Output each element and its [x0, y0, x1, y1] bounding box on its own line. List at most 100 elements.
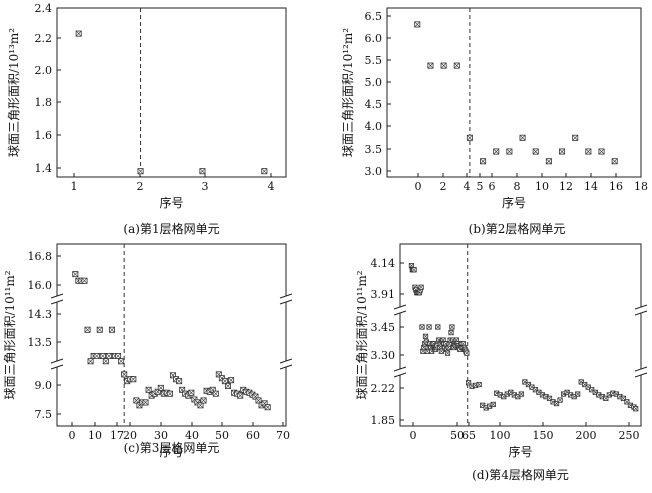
data-point	[87, 358, 94, 365]
data-point	[133, 397, 140, 404]
data-point	[545, 158, 552, 165]
point-cross	[418, 284, 424, 290]
y-tick-label: 5.5	[365, 54, 383, 67]
point-cross	[96, 326, 103, 333]
data-point	[546, 395, 553, 401]
data-point	[96, 326, 103, 333]
point-cross	[480, 158, 486, 165]
data-point	[518, 391, 524, 397]
axis-break-gap	[395, 307, 405, 313]
data-point	[212, 390, 219, 397]
x-tick-label: 200	[576, 429, 597, 442]
data-point	[99, 352, 106, 359]
point-cross	[84, 326, 91, 333]
axis-break-mark	[279, 293, 293, 299]
point-cross	[464, 350, 470, 356]
data-point	[466, 134, 473, 141]
point-cross	[176, 378, 182, 384]
y-tick-label: 2.22	[371, 382, 396, 395]
point-cross	[575, 391, 581, 397]
data-point	[559, 148, 566, 155]
point-cross	[449, 324, 455, 330]
x-tick-label: 40	[185, 429, 199, 442]
data-point	[84, 326, 91, 333]
axis-break-mark	[393, 366, 407, 372]
axis-break-mark	[393, 304, 407, 310]
point-cross	[264, 404, 271, 411]
y-tick-label: 1.8	[35, 96, 53, 109]
point-cross	[225, 383, 231, 389]
y-tick-label: 2.2	[35, 32, 53, 45]
point-cross	[142, 399, 149, 406]
axis-break-gap	[636, 369, 646, 375]
panel-caption: (a)第1层格网单元	[123, 221, 219, 236]
x-tick-label: 2	[137, 180, 144, 193]
x-tick-label: 3	[202, 180, 209, 193]
point-cross	[222, 378, 228, 384]
point-cross	[93, 353, 100, 359]
data-point	[476, 381, 482, 388]
point-cross	[419, 324, 425, 330]
point-cross	[506, 148, 513, 155]
x-axis-label: 序号	[508, 444, 532, 459]
y-tick-label: 14.3	[28, 308, 53, 321]
data-point	[440, 62, 447, 69]
point-cross	[115, 353, 121, 359]
point-cross	[158, 385, 164, 391]
data-point	[200, 397, 207, 404]
x-tick-label: 65	[462, 429, 476, 442]
panel-caption: (b)第2层格网单元	[469, 221, 566, 236]
point-cross	[435, 324, 441, 330]
axis-break-mark	[634, 310, 648, 316]
point-cross	[546, 158, 552, 165]
data-point	[519, 134, 526, 141]
axis-break-mark	[393, 310, 407, 316]
x-tick-label: 30	[154, 429, 168, 442]
x-tick-label: 50	[215, 429, 229, 442]
point-cross	[445, 350, 450, 356]
y-axis-label: 球面三角形面积/10¹²m²	[341, 28, 355, 157]
point-cross	[572, 134, 579, 141]
y-tick-label: 1.4	[35, 162, 53, 175]
point-cross	[255, 397, 262, 404]
y-tick-label: 9.0	[35, 379, 53, 392]
data-point	[166, 390, 173, 397]
data-point	[506, 148, 513, 155]
point-cross	[130, 376, 137, 383]
data-point	[72, 271, 79, 278]
data-point	[427, 62, 434, 69]
data-point	[557, 397, 563, 403]
x-axis-label: 序号	[502, 195, 526, 210]
x-tick-label: 18	[634, 180, 648, 193]
data-point	[611, 158, 618, 165]
data-point	[598, 148, 605, 155]
x-tick-label: 10	[88, 429, 102, 442]
point-cross	[532, 148, 539, 155]
axis-break-gap	[281, 361, 291, 367]
x-axis-label: 序号	[159, 444, 183, 459]
axis-break-mark	[393, 372, 407, 378]
axis-break-gap	[52, 361, 62, 367]
data-point	[221, 378, 228, 385]
data-point	[75, 30, 82, 37]
point-cross	[518, 391, 524, 397]
x-tick-label: 16	[609, 180, 623, 193]
x-tick-label: 4	[464, 180, 471, 193]
data-point	[176, 378, 183, 385]
point-cross	[426, 324, 432, 330]
point-cross	[228, 377, 234, 383]
data-point	[130, 376, 137, 383]
data-point	[145, 386, 152, 393]
x-tick-label: 5	[477, 180, 484, 193]
data-point	[411, 267, 417, 273]
data-point	[585, 148, 592, 155]
data-point	[633, 406, 639, 412]
panel-caption: (d)第4层格网单元	[472, 467, 569, 482]
data-point	[414, 21, 421, 28]
x-tick-label: 0	[415, 180, 422, 193]
data-point	[93, 352, 100, 359]
axis-break-mark	[634, 304, 648, 310]
point-cross	[72, 271, 79, 277]
y-tick-label: 1.6	[35, 129, 53, 142]
